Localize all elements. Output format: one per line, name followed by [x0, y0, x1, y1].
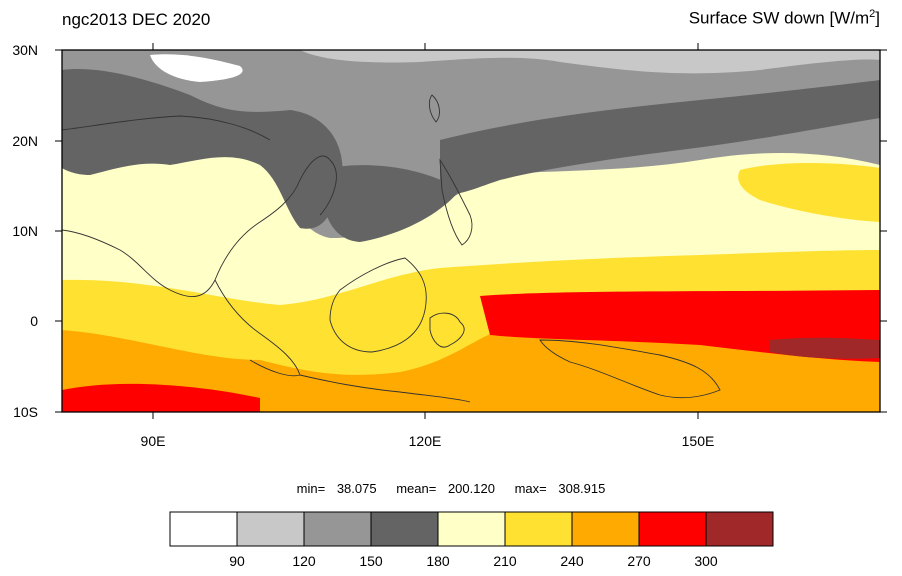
lat-label-10n: 10N [12, 223, 38, 239]
stats-line: min= 38.075 mean= 200.120 max= 308.915 [296, 481, 606, 496]
field-150-band-east [440, 80, 880, 195]
lon-label-150e: 150E [682, 433, 715, 449]
colorbar: 90 120 150 180 210 240 270 300 [169, 511, 774, 569]
lat-label-20n: 20N [12, 133, 38, 149]
colorbar-box [638, 511, 707, 547]
axis-ticks [55, 43, 887, 419]
colorbar-tick-label: 300 [694, 553, 718, 569]
colorbar-box [236, 511, 305, 547]
field-150-patch-scs [320, 165, 460, 242]
lon-label-120e: 120E [409, 433, 442, 449]
field-90-band [62, 50, 880, 74]
colorbar-box [504, 511, 573, 547]
field-highest-patch [770, 337, 880, 359]
stat-mean-value: 200.120 [447, 481, 495, 496]
colorbar-box [370, 511, 439, 547]
left-title: ngc2013 DEC 2020 [62, 10, 211, 29]
field-270-band [62, 323, 880, 412]
field-lowest-patch [150, 54, 243, 82]
colorbar-tick-label: 180 [426, 553, 450, 569]
lat-label-equator: 0 [30, 313, 38, 329]
colorbar-tick-label: 270 [627, 553, 651, 569]
colorbar-tick-label: 120 [292, 553, 316, 569]
lat-label-30n: 30N [12, 42, 38, 58]
colorbar-tick-label: 210 [493, 553, 517, 569]
coastlines [62, 94, 721, 403]
stat-min-value: 38.075 [336, 481, 377, 496]
colorbar-tick-label: 90 [229, 553, 245, 569]
lon-label-90e: 90E [141, 433, 166, 449]
colorbar-box [303, 511, 372, 547]
colorbar-box [705, 511, 774, 547]
right-title: Surface SW down [W/m2] [688, 8, 880, 28]
colorbar-box [169, 511, 238, 547]
lat-label-10s: 10S [13, 404, 38, 420]
colorbar-tick-label: 240 [560, 553, 584, 569]
field-240-patch-ne [738, 163, 880, 222]
stat-max-value: 308.915 [558, 481, 606, 496]
field-300-band-sw [62, 383, 260, 412]
shaded-field [62, 50, 880, 412]
colorbar-box [437, 511, 506, 547]
field-150-patch-west [62, 69, 343, 229]
colorbar-tick-label: 150 [359, 553, 383, 569]
colorbar-box [571, 511, 640, 547]
